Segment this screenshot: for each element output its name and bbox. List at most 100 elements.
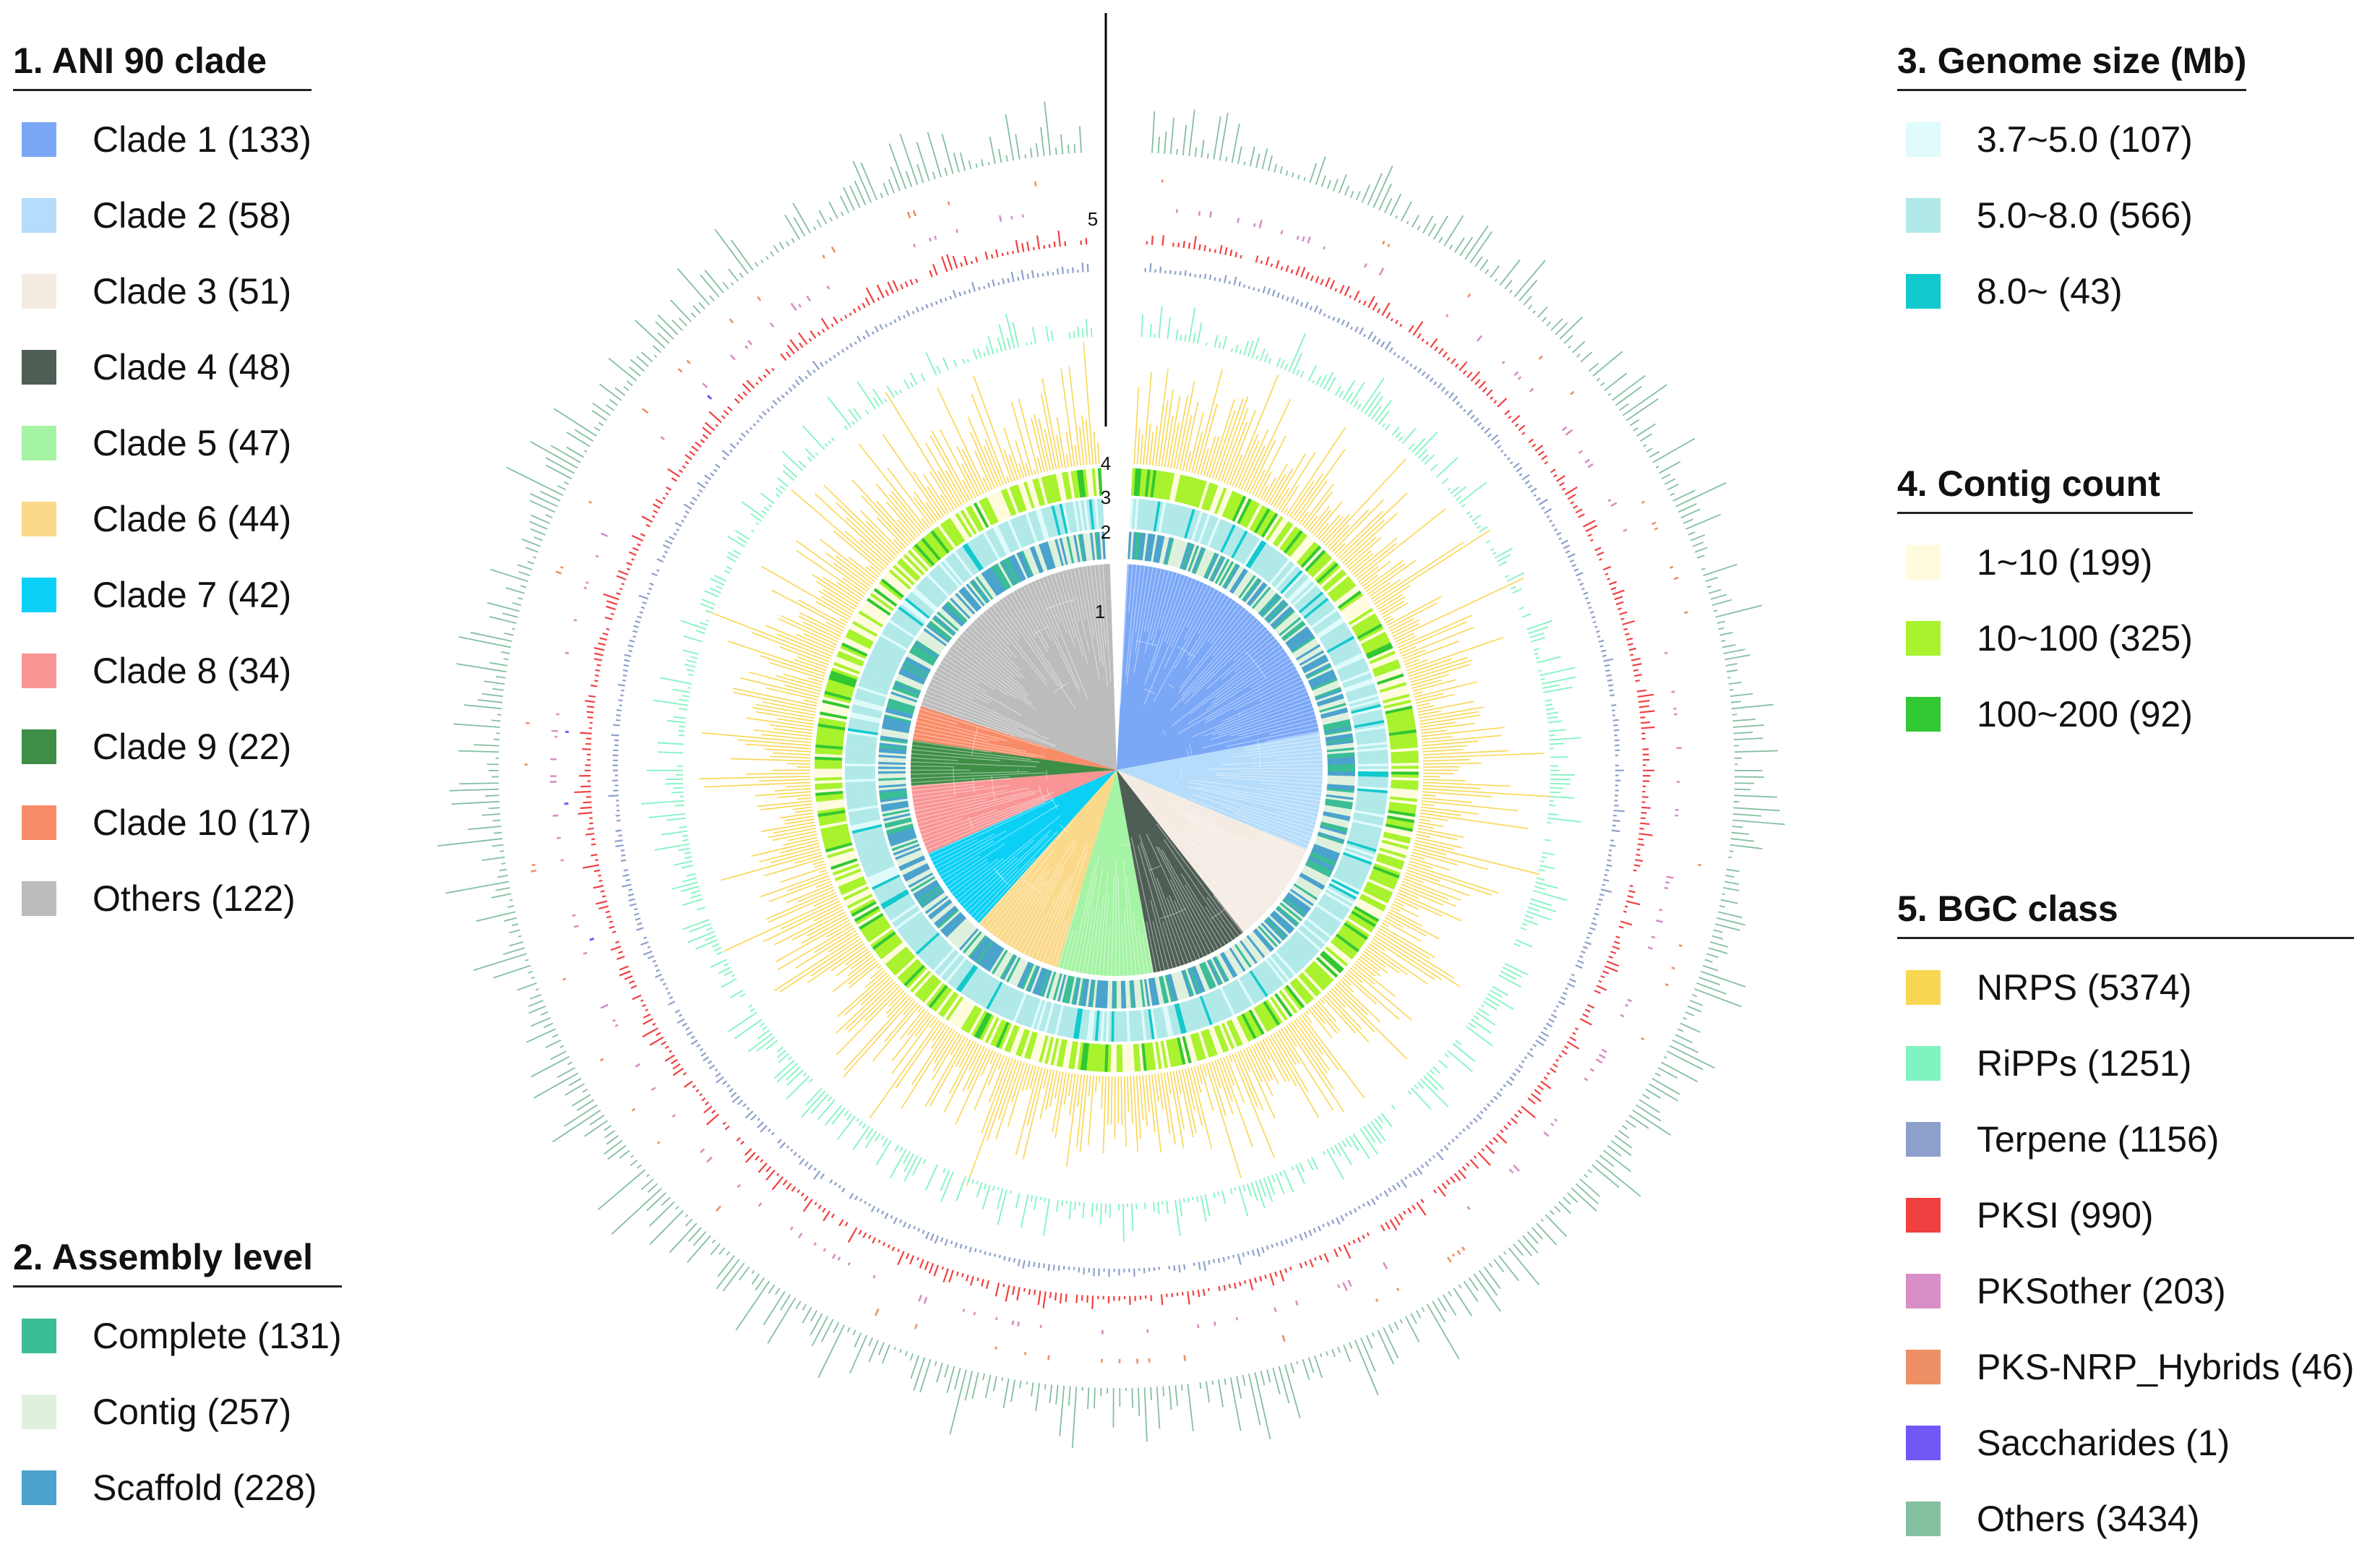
genome-size-cell bbox=[1312, 610, 1339, 631]
contig-count-cell bbox=[1315, 956, 1339, 978]
bgc-bar-terpene bbox=[804, 375, 808, 380]
bgc-bar-pksi bbox=[1299, 1262, 1303, 1269]
bgc-bar-others bbox=[735, 1280, 770, 1331]
bgc-bar-terpene bbox=[1383, 1190, 1389, 1197]
bgc-bar-nrps bbox=[1397, 614, 1473, 648]
contig-count-cell bbox=[1153, 470, 1160, 498]
bgc-bar-ripps bbox=[1417, 448, 1428, 459]
bgc-bar-ripps bbox=[1174, 1199, 1181, 1236]
bgc-bar-terpene bbox=[656, 969, 661, 972]
bgc-bar-nrps bbox=[784, 818, 815, 825]
assembly-level-cell bbox=[892, 841, 919, 854]
contig-count-cell bbox=[1269, 996, 1288, 1021]
bgc-bar-pksi bbox=[1598, 980, 1602, 983]
contig-count-cell bbox=[1184, 1035, 1195, 1063]
bgc-bar-nrps bbox=[844, 981, 896, 1031]
contig-count-cell bbox=[893, 564, 916, 586]
bgc-bar-ripps bbox=[976, 1181, 979, 1185]
bgc-bar-nrps bbox=[723, 897, 839, 952]
bgc-bar-nrps bbox=[932, 1023, 945, 1042]
bgc-bar-terpene bbox=[1401, 356, 1406, 361]
genome-size-cell bbox=[1143, 1009, 1150, 1040]
genome-size-cell bbox=[1259, 963, 1280, 990]
bgc-bar-pksi bbox=[616, 592, 622, 596]
bgc-bar-nrps bbox=[780, 614, 838, 643]
bgc-bar-nrps bbox=[1123, 1076, 1127, 1147]
assembly-level-cell bbox=[1245, 580, 1264, 604]
tree-branch bbox=[1230, 710, 1315, 737]
bgc-bar-pksi bbox=[632, 547, 639, 552]
bgc-bar-pksi bbox=[1172, 242, 1174, 247]
bgc-bar-terpene bbox=[868, 1203, 872, 1207]
bgc-bar-terpene bbox=[1571, 563, 1577, 567]
bgc-bar-pksi bbox=[1556, 475, 1565, 482]
bgc-bar-others bbox=[1060, 134, 1064, 155]
bgc-bar-pksi bbox=[626, 562, 632, 566]
bgc-bar-pksother bbox=[614, 1024, 619, 1027]
bgc-bar-terpene bbox=[949, 296, 953, 300]
bgc-bar-others bbox=[700, 274, 720, 298]
bgc-bar-others bbox=[1708, 947, 1728, 954]
assembly-level-cell bbox=[1036, 544, 1048, 572]
bgc-bar-pksi bbox=[736, 1136, 741, 1141]
contig-count-cell bbox=[815, 765, 843, 769]
bgc-bar-pksi bbox=[641, 515, 653, 523]
genome-size-cell bbox=[1257, 964, 1278, 991]
bgc-bar-pksother bbox=[650, 1087, 656, 1092]
bgc-bar-nrps bbox=[1359, 955, 1380, 972]
assembly-level-cell bbox=[1324, 726, 1352, 734]
bgc-bar-pksother bbox=[601, 532, 609, 537]
bgc-bar-pks-nrp_hybrids bbox=[686, 359, 691, 364]
assembly-level-cell bbox=[1259, 594, 1281, 617]
bgc-bar-terpene bbox=[841, 348, 845, 354]
bgc-bar-ripps bbox=[704, 935, 716, 941]
bgc-bar-others bbox=[552, 1034, 559, 1038]
bgc-bar-pksi bbox=[1602, 970, 1610, 974]
assembly-level-cell bbox=[893, 843, 920, 856]
assembly-level-cell bbox=[888, 700, 915, 711]
bgc-bar-others bbox=[1719, 631, 1733, 636]
bgc-bar-pksi bbox=[1289, 1266, 1292, 1271]
assembly-level-cell bbox=[1016, 552, 1031, 579]
contig-count-cell bbox=[888, 569, 912, 590]
contig-count-cell bbox=[1323, 948, 1346, 969]
bgc-bar-others bbox=[1131, 1387, 1134, 1408]
tree-branch bbox=[1146, 568, 1162, 633]
bgc-bar-pksi bbox=[624, 975, 633, 980]
bgc-bar-others bbox=[1702, 964, 1719, 972]
genome-size-cell bbox=[1346, 685, 1376, 698]
bgc-bar-pksi bbox=[1604, 965, 1618, 972]
bgc-bar-nrps bbox=[1040, 393, 1057, 470]
bgc-bar-terpene bbox=[925, 1231, 930, 1240]
contig-count-cell bbox=[1314, 560, 1337, 582]
bgc-bar-nrps bbox=[1148, 432, 1154, 466]
bgc-bar-terpene bbox=[987, 282, 991, 288]
bgc-bar-terpene bbox=[974, 1248, 977, 1252]
bgc-bar-terpene bbox=[1470, 414, 1475, 419]
bgc-bar-others bbox=[494, 831, 502, 834]
genome-size-cell bbox=[1250, 543, 1269, 570]
contig-count-cell bbox=[1165, 1040, 1174, 1068]
bgc-bar-nrps bbox=[1010, 1062, 1026, 1103]
genome-size-cell bbox=[1012, 518, 1027, 547]
contig-count-cell bbox=[1073, 470, 1081, 498]
assembly-level-cell bbox=[1057, 974, 1067, 1002]
bgc-bar-ripps bbox=[1520, 927, 1527, 931]
bgc-bar-ripps bbox=[781, 450, 804, 471]
bgc-bar-others bbox=[1005, 113, 1015, 161]
bgc-bar-nrps bbox=[1416, 703, 1430, 707]
bgc-bar-pksi bbox=[671, 477, 677, 482]
genome-size-cell bbox=[927, 943, 950, 967]
contig-count-cell bbox=[1187, 1034, 1198, 1062]
contig-count-cell bbox=[1239, 500, 1255, 526]
bgc-bar-ripps bbox=[1506, 572, 1525, 582]
bgc-bar-pks-nrp_hybrids bbox=[822, 254, 826, 259]
bgc-bar-others bbox=[1151, 111, 1156, 153]
bgc-bar-pksi bbox=[1469, 1159, 1479, 1170]
contig-count-cell bbox=[1366, 881, 1393, 896]
contig-count-cell bbox=[1070, 471, 1078, 499]
bgc-bar-ripps bbox=[689, 922, 712, 933]
bgc-bar-terpene bbox=[1420, 1164, 1425, 1169]
bgc-bar-nrps bbox=[869, 1019, 940, 1119]
bgc-bar-terpene bbox=[690, 1035, 696, 1040]
